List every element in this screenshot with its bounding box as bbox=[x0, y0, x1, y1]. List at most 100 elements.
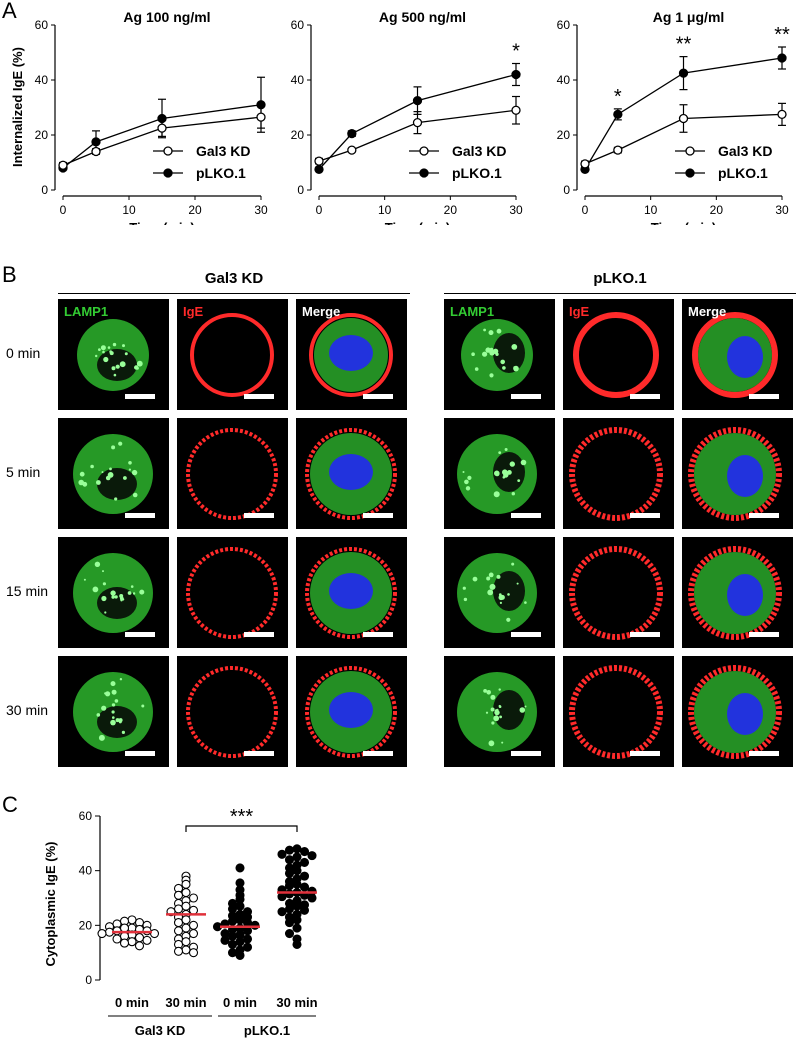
legend-marker bbox=[419, 168, 429, 178]
scale-bar bbox=[511, 751, 541, 756]
significance-marker: *** bbox=[230, 806, 254, 828]
data-point bbox=[173, 918, 184, 928]
data-point bbox=[188, 905, 199, 915]
micrograph-gal3kd-merge: Merge bbox=[296, 299, 407, 410]
data-point bbox=[227, 939, 238, 950]
data-point bbox=[412, 95, 423, 106]
data-point bbox=[91, 137, 101, 147]
y-tick-label: 40 bbox=[557, 73, 571, 87]
scale-bar bbox=[749, 513, 779, 518]
scale-bar bbox=[244, 513, 274, 518]
data-point bbox=[149, 928, 160, 939]
micrograph-gal3kd-merge bbox=[296, 656, 407, 767]
legend-label: pLKO.1 bbox=[196, 165, 246, 181]
data-point bbox=[314, 156, 324, 166]
scale-bar bbox=[363, 751, 393, 756]
panel-c-scatter: Cytoplasmic IgE (%) 0 20 40 60 *** 0 min 30 mi… bbox=[43, 806, 318, 1038]
data-point bbox=[91, 146, 101, 157]
y-tick-label: 20 bbox=[557, 128, 571, 142]
x-tick-label: 30 min bbox=[165, 995, 206, 1010]
significance-bracket bbox=[185, 825, 298, 832]
scale-bar bbox=[363, 394, 393, 399]
x-tick-label: 10 bbox=[122, 203, 136, 217]
micrograph-plko1-ige bbox=[563, 656, 674, 767]
data-point bbox=[284, 918, 295, 928]
scale-bar bbox=[125, 394, 155, 399]
data-point bbox=[188, 920, 199, 930]
micrograph-gal3kd-merge bbox=[296, 418, 407, 529]
data-point bbox=[97, 928, 107, 939]
data-point bbox=[188, 893, 199, 903]
legend-marker bbox=[685, 146, 695, 156]
data-point bbox=[220, 935, 230, 945]
data-point bbox=[173, 926, 184, 936]
data-point bbox=[181, 923, 191, 933]
micrograph-gal3kd-lamp1 bbox=[58, 656, 169, 767]
data-point bbox=[181, 879, 191, 889]
micrograph-plko1-lamp1 bbox=[444, 656, 555, 767]
scale-bar bbox=[363, 632, 393, 637]
series-line bbox=[318, 109, 517, 162]
micrograph-plko1-merge: Merge bbox=[682, 299, 793, 410]
data-point bbox=[242, 934, 253, 944]
y-tick-label: 60 bbox=[557, 18, 571, 32]
data-point bbox=[119, 923, 130, 933]
data-point bbox=[235, 863, 245, 873]
x-axis-label: Time (min) bbox=[651, 220, 717, 225]
data-point bbox=[284, 868, 295, 878]
micrograph-gal3kd-lamp1: LAMP1 bbox=[58, 299, 169, 410]
significance-marker: ** bbox=[774, 24, 790, 46]
legend-label: pLKO.1 bbox=[718, 165, 768, 181]
panel-a-label: A bbox=[2, 0, 17, 23]
data-point bbox=[235, 915, 245, 925]
panel-c-ylabel: Cytoplasmic IgE (%) bbox=[43, 842, 58, 967]
data-point bbox=[119, 938, 130, 948]
data-point bbox=[292, 939, 302, 950]
data-point bbox=[777, 53, 787, 63]
data-point bbox=[112, 926, 122, 936]
data-point bbox=[188, 948, 199, 958]
scale-bar bbox=[125, 513, 155, 518]
micrograph-gal3kd-ige bbox=[177, 537, 288, 648]
data-point bbox=[142, 935, 152, 945]
x-tick-label: 0 min bbox=[223, 995, 257, 1010]
legend-marker bbox=[163, 168, 173, 178]
data-point bbox=[134, 941, 145, 951]
legend-label: Gal3 KD bbox=[718, 143, 772, 159]
legend-marker bbox=[163, 146, 173, 156]
scale-bar bbox=[125, 751, 155, 756]
legend-label: Gal3 KD bbox=[452, 143, 506, 159]
channel-label: IgE bbox=[569, 304, 590, 319]
data-point bbox=[307, 893, 317, 903]
micrograph-plko1-lamp1 bbox=[444, 418, 555, 529]
data-point bbox=[511, 69, 521, 80]
legend-marker bbox=[419, 146, 429, 156]
panel-a-ylabel: Internalized IgE (%) bbox=[10, 47, 25, 167]
x-tick-label: 20 bbox=[188, 203, 202, 217]
series-line bbox=[62, 116, 262, 166]
data-point bbox=[347, 145, 357, 155]
y-tick-label: 0 bbox=[297, 183, 304, 197]
scale-bar bbox=[749, 632, 779, 637]
x-tick-label: 30 bbox=[254, 203, 268, 217]
micrograph-plko1-lamp1 bbox=[444, 537, 555, 648]
data-point bbox=[181, 901, 191, 911]
y-tick-label: 60 bbox=[35, 18, 49, 32]
data-point bbox=[292, 915, 302, 925]
micrograph-plko1-merge bbox=[682, 656, 793, 767]
channel-label: IgE bbox=[183, 304, 204, 319]
x-tick-label: 0 min bbox=[115, 995, 149, 1010]
data-point bbox=[277, 849, 287, 859]
data-point bbox=[307, 851, 317, 861]
data-point bbox=[142, 926, 152, 936]
scale-bar bbox=[630, 513, 660, 518]
data-point bbox=[580, 159, 590, 169]
y-tick-label: 0 bbox=[41, 183, 48, 197]
x-tick-label: 30 min bbox=[276, 995, 317, 1010]
data-point bbox=[58, 160, 68, 170]
micrograph-plko1-merge bbox=[682, 418, 793, 529]
data-point bbox=[511, 105, 521, 115]
group-underline-plko1 bbox=[444, 293, 796, 294]
x-axis-label: Time (min) bbox=[129, 220, 195, 225]
scale-bar bbox=[630, 394, 660, 399]
